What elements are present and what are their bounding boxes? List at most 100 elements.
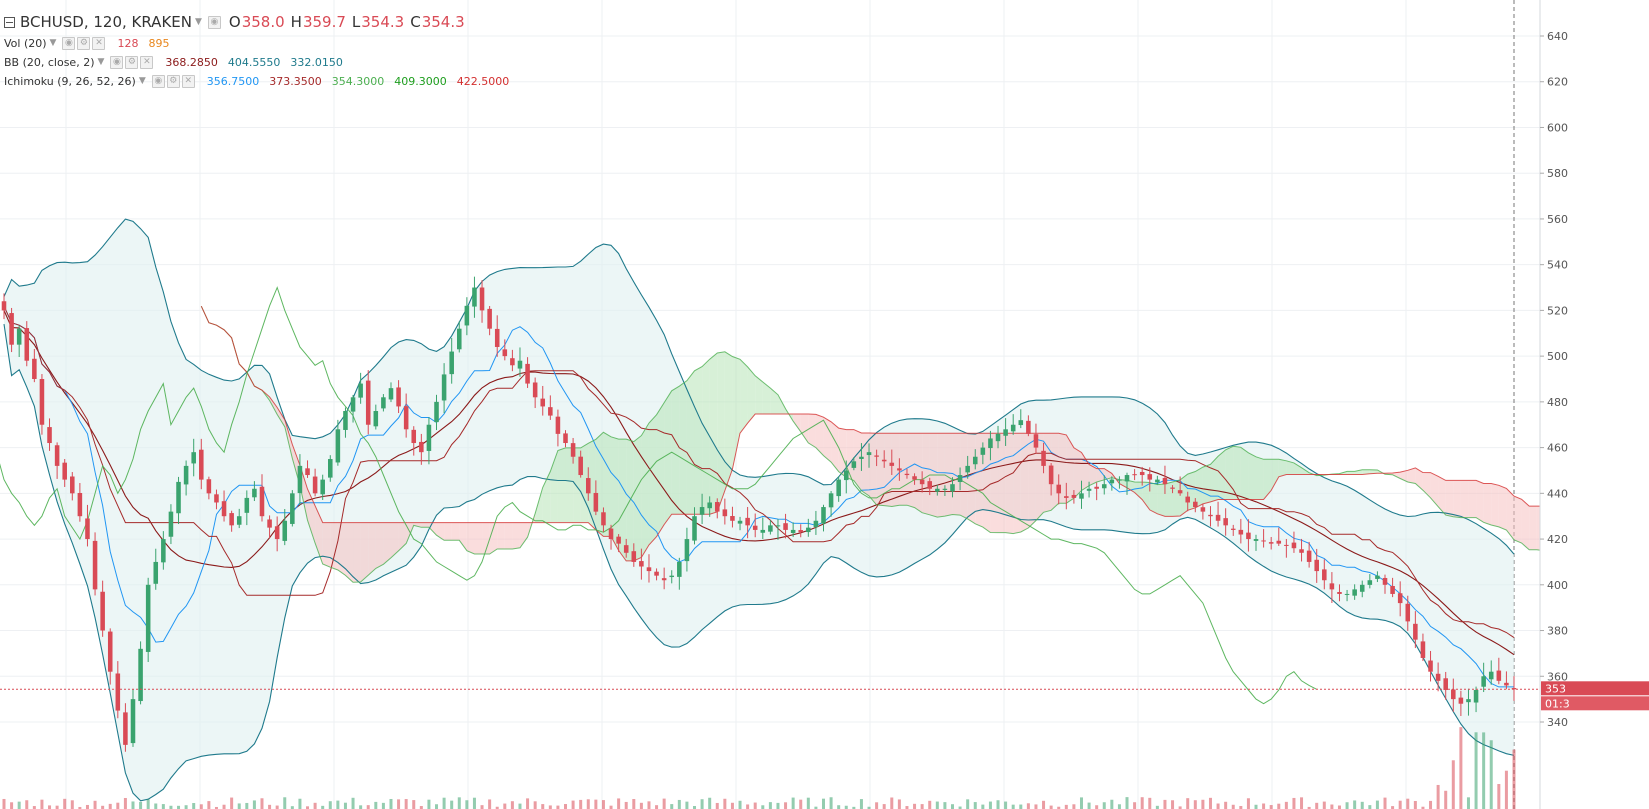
collapse-icon[interactable] [4, 16, 15, 28]
volume-bar [139, 801, 143, 809]
gear-icon[interactable]: ⚙ [166, 75, 180, 88]
volume-bar [17, 801, 21, 809]
price-tick-label: 640 [1547, 30, 1568, 43]
volume-bar [1482, 732, 1486, 809]
volume-bar [1337, 805, 1341, 809]
cloud-segment [1202, 464, 1211, 504]
chevron-down-icon[interactable]: ▼ [194, 17, 202, 27]
candle-body [138, 648, 143, 702]
cloud-segment [398, 522, 407, 551]
high-value: 359.7 [302, 13, 346, 31]
close-icon[interactable]: ✕ [140, 56, 154, 69]
candle-body [1466, 699, 1471, 703]
candle-body [957, 475, 963, 483]
candle-body [1246, 532, 1251, 540]
price-tick-label: 340 [1547, 716, 1568, 729]
volume-bar [1444, 790, 1448, 809]
volume-bar [93, 800, 97, 809]
candle-body [608, 528, 614, 540]
cloud-segment [922, 433, 930, 515]
countdown-box [1541, 696, 1649, 711]
candle-body [464, 305, 470, 326]
eye-icon[interactable]: ◉ [110, 56, 124, 69]
candle-body [1238, 529, 1244, 535]
volume-bar [548, 805, 552, 809]
close-label: C [410, 13, 421, 31]
bb-indicator-label[interactable]: BB (20, close, 2) [4, 56, 95, 69]
cloud-segment [337, 522, 346, 576]
cloud-segment [466, 522, 475, 555]
cloud-segment [800, 413, 809, 443]
candle-body [1511, 688, 1517, 690]
chevron-down-icon[interactable]: ▼ [138, 76, 146, 86]
cloud-segment [1369, 469, 1378, 474]
volume-bar [1102, 802, 1106, 809]
chevron-down-icon[interactable]: ▼ [49, 38, 57, 48]
candle-body [282, 520, 288, 541]
volume-bar [465, 800, 469, 809]
price-tick-label: 500 [1547, 350, 1568, 363]
candle-body [1352, 589, 1357, 596]
close-icon[interactable]: ✕ [181, 75, 195, 88]
price-axis[interactable]: 340 360 380 400 420 440 460 480 500 520 540 560 580 6… [1539, 0, 1649, 809]
volume-indicator-label[interactable]: Vol (20) [4, 37, 47, 50]
candle-body [821, 507, 826, 524]
volume-bar [655, 805, 659, 809]
cloud-segment [702, 359, 710, 515]
cloud-segment [1362, 469, 1370, 475]
cloud-segment [793, 413, 801, 432]
cloud-segment [1430, 472, 1439, 507]
close-icon[interactable]: ✕ [92, 37, 106, 50]
volume-bar [1504, 770, 1508, 809]
volume-bar [1300, 797, 1304, 809]
candle-body [1185, 496, 1190, 503]
candle-body [1132, 474, 1137, 476]
candle-body [206, 479, 212, 494]
cloud-segment [535, 487, 543, 523]
eye-icon[interactable]: ◉ [207, 15, 221, 29]
cloud-segment [1514, 496, 1522, 543]
volume-bar [207, 801, 211, 809]
candle-body [563, 433, 568, 444]
volume-bar [806, 797, 810, 809]
volume-bar [852, 806, 856, 809]
cloud-segment [1498, 485, 1507, 531]
symbol-title[interactable]: BCHUSD, 120, KRAKEN [20, 13, 192, 31]
volume-bar [510, 801, 514, 809]
volume-bar [556, 805, 560, 809]
candle-body [843, 470, 849, 481]
cloud-segment [1233, 446, 1241, 500]
candle-body [221, 501, 227, 517]
gear-icon[interactable]: ⚙ [125, 56, 139, 69]
volume-bar [753, 802, 757, 809]
volume-bar [78, 806, 82, 809]
conversion-line-value: 356.7500 [206, 75, 260, 88]
candle-body [548, 407, 553, 416]
candle-body [1041, 450, 1046, 466]
candle-body [980, 447, 986, 455]
volume-bar [1489, 740, 1493, 809]
gear-icon[interactable]: ⚙ [77, 37, 91, 50]
chevron-down-icon[interactable]: ▼ [97, 57, 105, 67]
cloud-segment [390, 522, 399, 558]
candle-body [828, 493, 834, 508]
cloud-segment [823, 417, 832, 463]
volume-bar [1322, 801, 1326, 809]
price-tick-label: 440 [1547, 487, 1568, 500]
cloud-segment [998, 433, 1006, 533]
volume-bar [897, 799, 901, 809]
cloud-segment [1271, 459, 1279, 491]
ichimoku-indicator-label[interactable]: Ichimoku (9, 26, 52, 26) [4, 75, 136, 88]
volume-bar [920, 804, 924, 809]
volume-bar [359, 805, 363, 809]
volume-bar [1057, 806, 1061, 809]
volume-bar [1368, 805, 1372, 809]
candle-body [578, 456, 583, 476]
eye-icon[interactable]: ◉ [62, 37, 76, 50]
eye-icon[interactable]: ◉ [151, 75, 165, 88]
candle-body [1200, 507, 1206, 512]
cloud-segment [1468, 480, 1477, 518]
volume-bar [647, 801, 651, 809]
